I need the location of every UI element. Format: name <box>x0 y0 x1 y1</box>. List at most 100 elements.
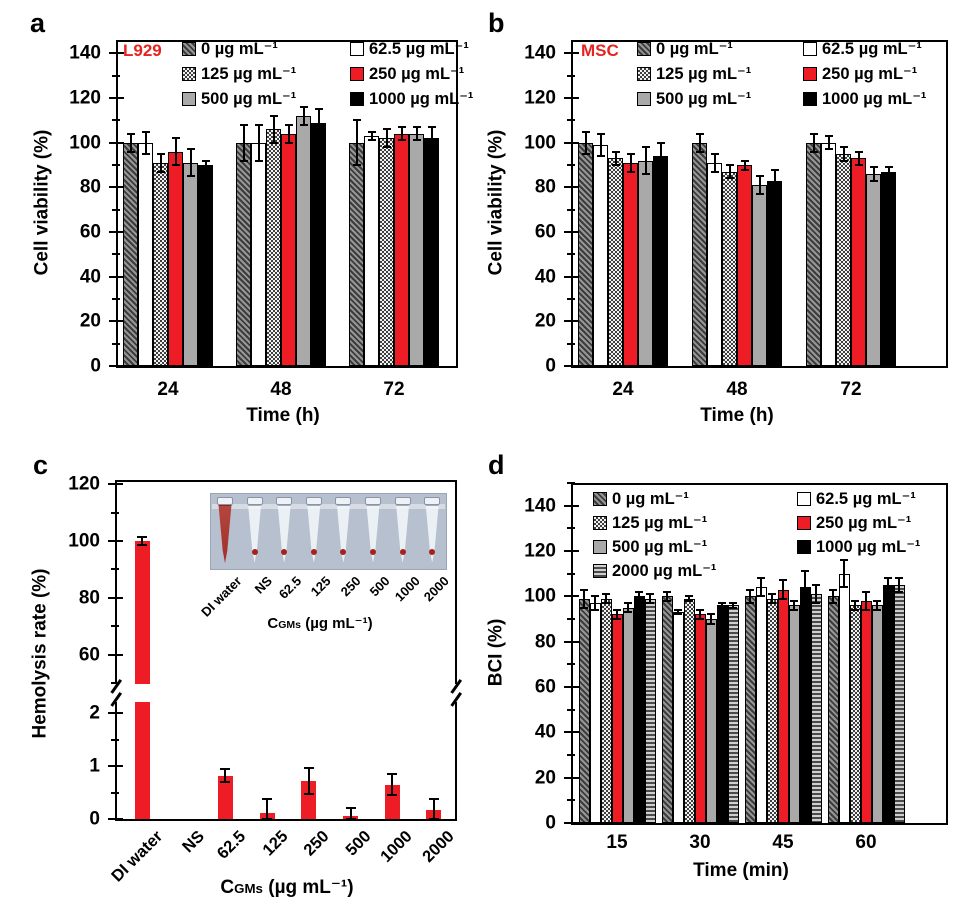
error-bar-cap-top <box>809 132 818 135</box>
error-bar-cap-top <box>596 132 605 135</box>
error-bar-cap-bottom <box>755 193 764 196</box>
bar <box>611 614 623 823</box>
y-tick-label: 100 <box>524 585 556 607</box>
y-minor-tick <box>111 682 119 684</box>
x-tick-label: 500 <box>342 827 375 860</box>
x-tick-label: 72 <box>383 379 405 400</box>
error-bar-cap-bottom <box>581 152 590 155</box>
error-bar-cap-bottom <box>768 602 776 605</box>
error-bar-line <box>699 609 701 619</box>
error-bar-cap-bottom <box>656 168 665 171</box>
error-bar-line <box>400 127 403 141</box>
plot-area-d <box>571 483 948 825</box>
panel-letter-c: c <box>33 450 49 480</box>
error-bar-line <box>204 160 207 170</box>
legend-swatch <box>797 492 811 506</box>
y-major-tick <box>564 275 579 278</box>
y-tick-label: 60 <box>79 221 101 243</box>
error-bar-line <box>760 578 762 597</box>
legend-swatch <box>182 42 196 56</box>
bar <box>379 138 394 366</box>
error-bar-cap-bottom <box>829 602 837 605</box>
error-bar-line <box>644 147 647 174</box>
error-bar-line <box>174 138 177 166</box>
tube-cap <box>217 497 233 505</box>
x-tick-label: 60 <box>855 832 877 853</box>
x-axis-title-prefix: C <box>220 877 235 898</box>
y-tick-label: 0 <box>89 808 100 830</box>
bar <box>752 185 767 366</box>
error-bar-cap-bottom <box>851 608 859 611</box>
error-bar-cap-top <box>862 590 870 593</box>
y-major-tick <box>564 320 579 323</box>
legend-label: 125 µg mL⁻¹ <box>201 65 297 83</box>
error-bar-cap-top <box>382 128 391 131</box>
error-bar-cap-bottom <box>884 175 893 178</box>
tube-cap <box>424 497 441 505</box>
bar <box>806 142 821 366</box>
x-axis-title-suffix: (µg mL⁻¹) <box>262 877 354 898</box>
axis-break-patch <box>453 684 459 702</box>
error-bar-line <box>649 594 651 604</box>
error-bar-cap-bottom <box>839 159 848 162</box>
legend-swatch <box>637 42 651 56</box>
error-bar-line <box>189 149 192 177</box>
bar <box>394 133 409 366</box>
bar <box>716 605 728 823</box>
tube-cap <box>276 497 293 505</box>
y-major-tick <box>564 365 579 367</box>
y-major-tick <box>564 686 579 688</box>
error-bar-line <box>627 603 629 613</box>
bar <box>821 142 836 366</box>
error-bar-cap-top <box>186 148 195 151</box>
bar <box>827 596 839 823</box>
y-major-tick <box>108 765 123 767</box>
bar <box>777 589 789 823</box>
error-bar-cap-bottom <box>696 618 704 620</box>
error-bar-cap-top <box>663 590 671 593</box>
error-bar-cap-bottom <box>352 164 361 167</box>
y-major-tick <box>109 320 124 323</box>
error-bar-cap-top <box>141 130 150 133</box>
bar <box>593 144 608 366</box>
error-bar-line <box>677 609 679 615</box>
error-bar-cap-bottom <box>314 135 323 137</box>
y-minor-tick <box>112 298 120 300</box>
bar <box>799 587 811 823</box>
bar <box>349 142 364 366</box>
error-bar-cap-bottom <box>239 159 248 162</box>
y-minor-tick <box>112 74 120 77</box>
inset-x-axis-title-prefix: C <box>267 615 279 632</box>
error-bar-cap-top <box>591 595 599 598</box>
error-bar-line <box>307 767 310 795</box>
x-axis-title-b: Time (h) <box>700 405 774 426</box>
error-bar-line <box>887 167 890 177</box>
error-bar-cap-top <box>345 807 356 810</box>
legend-swatch <box>803 67 817 81</box>
error-bar-line <box>616 609 618 619</box>
error-bar-cap-top <box>624 602 632 605</box>
y-minor-tick <box>567 164 575 167</box>
error-bar-line <box>842 147 845 161</box>
bar <box>296 115 311 366</box>
error-bar-cap-top <box>768 593 776 596</box>
error-bar-cap-bottom <box>624 611 632 614</box>
error-bar-cap-bottom <box>611 164 620 167</box>
error-bar-cap-bottom <box>428 818 439 820</box>
y-major-tick <box>109 231 124 234</box>
error-bar-cap-top <box>428 798 439 801</box>
y-tick-label: 120 <box>524 540 556 562</box>
error-bar-cap-top <box>884 577 892 580</box>
error-bar-line <box>287 124 290 143</box>
inset-x-axis-title-sub: GMs <box>278 619 302 631</box>
error-bar-line <box>257 124 260 161</box>
legend-label: 250 µg mL⁻¹ <box>822 65 918 83</box>
error-bar-cap-top <box>840 559 848 562</box>
tube-cap <box>246 497 263 505</box>
error-bar-cap-bottom <box>740 168 749 171</box>
x-tick-label: 72 <box>840 379 862 400</box>
error-bar-cap-bottom <box>710 170 719 173</box>
legend-swatch <box>593 540 607 554</box>
error-bar-line <box>415 127 418 141</box>
error-bar-line <box>815 585 817 604</box>
